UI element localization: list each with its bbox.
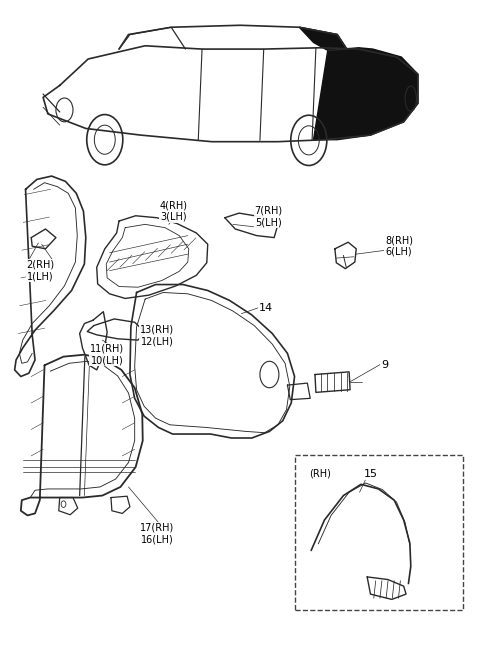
Text: 17(RH)
16(LH): 17(RH) 16(LH): [140, 522, 174, 544]
Text: 11(RH)
10(LH): 11(RH) 10(LH): [90, 344, 124, 366]
Text: 7(RH)
5(LH): 7(RH) 5(LH): [254, 205, 283, 227]
Polygon shape: [313, 48, 418, 139]
Text: 8(RH)
6(LH): 8(RH) 6(LH): [385, 235, 413, 257]
Text: 13(RH)
12(LH): 13(RH) 12(LH): [140, 325, 174, 346]
Text: 4(RH)
3(LH): 4(RH) 3(LH): [159, 200, 188, 222]
Polygon shape: [300, 27, 347, 51]
Text: (RH): (RH): [309, 469, 331, 479]
Text: 2(RH)
1(LH): 2(RH) 1(LH): [27, 260, 55, 281]
Text: 14: 14: [259, 303, 273, 313]
Text: 15: 15: [363, 469, 377, 479]
Text: 9: 9: [381, 360, 388, 370]
